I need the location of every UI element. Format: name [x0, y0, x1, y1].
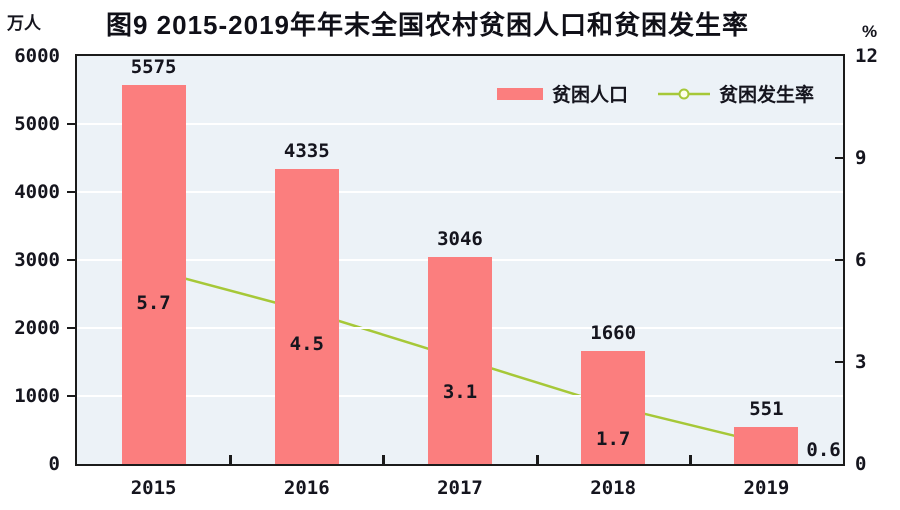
- bar-2016[interactable]: [274, 169, 339, 464]
- left-axis-tick: [67, 259, 75, 261]
- legend-bar-label: 贫困人口: [552, 85, 629, 106]
- legend: 贫困人口 贫困发生率: [497, 80, 814, 107]
- x-axis-tick: [229, 455, 233, 464]
- y2-axis-tick-label: 6: [855, 249, 867, 271]
- right-axis-unit-label: %: [862, 22, 878, 41]
- x-axis-label-2017: 2017: [437, 477, 483, 499]
- y2-axis-tick-label: 3: [855, 351, 867, 373]
- bar-2019[interactable]: [734, 426, 799, 464]
- left-axis-tick: [67, 395, 75, 397]
- x-axis-label-2018: 2018: [590, 477, 637, 499]
- x-axis-tick: [535, 455, 539, 464]
- gridline: [77, 191, 843, 193]
- left-axis-unit-label: 万人: [7, 14, 41, 33]
- legend-line-label: 贫困发生率: [719, 85, 815, 106]
- y-axis-tick-label: 5000: [14, 113, 60, 135]
- bar-2018[interactable]: [581, 351, 646, 464]
- y2-axis-tick-label: 9: [855, 147, 867, 169]
- legend-bar-swatch: [497, 87, 543, 100]
- y-axis-tick-label: 6000: [14, 45, 60, 67]
- rate-value-label: 0.6: [806, 438, 841, 461]
- right-axis-tick: [835, 259, 843, 261]
- rate-value-label: 3.1: [442, 380, 478, 403]
- y2-axis-tick-label: 0: [855, 453, 867, 475]
- y-axis-tick-label: 2000: [14, 317, 60, 339]
- rate-value-label: 1.7: [596, 428, 631, 451]
- legend-line-swatch: [658, 88, 711, 99]
- rate-value-label: 5.7: [136, 292, 171, 315]
- left-axis-tick: [67, 123, 75, 125]
- gridline: [77, 123, 843, 125]
- plot-area: 贫困人口 贫困发生率 5575 4335 3046 1660 551 5.7 4.5 3.1 1…: [75, 54, 845, 466]
- rate-value-label: 4.5: [289, 333, 324, 355]
- left-axis-tick: [67, 327, 75, 329]
- x-axis-tick: [688, 455, 692, 464]
- bar-value-label: 4335: [283, 140, 330, 163]
- x-axis-label-2019: 2019: [743, 477, 790, 499]
- bar-2017[interactable]: [428, 256, 492, 464]
- x-axis-label-2015: 2015: [130, 477, 177, 499]
- bar-value-label: 551: [749, 397, 784, 420]
- right-axis-tick: [835, 361, 843, 363]
- left-axis-tick: [67, 191, 75, 193]
- y2-axis-tick-label: 12: [855, 45, 878, 67]
- bar-value-label: 3046: [437, 227, 483, 250]
- right-axis-tick: [835, 157, 843, 159]
- x-axis-tick: [382, 455, 386, 464]
- bar-2015[interactable]: [121, 84, 186, 464]
- chart-title: 图9 2015-2019年年末全国农村贫困人口和贫困发生率: [105, 10, 750, 40]
- y-axis-tick-label: 4000: [14, 181, 60, 203]
- x-axis-label-2016: 2016: [283, 477, 330, 499]
- y-axis-tick-label: 3000: [14, 249, 60, 271]
- bar-value-label: 1660: [590, 322, 637, 345]
- y-axis-tick-label: 0: [48, 453, 60, 475]
- y-axis-tick-label: 1000: [14, 385, 60, 407]
- bar-value-label: 5575: [130, 55, 177, 78]
